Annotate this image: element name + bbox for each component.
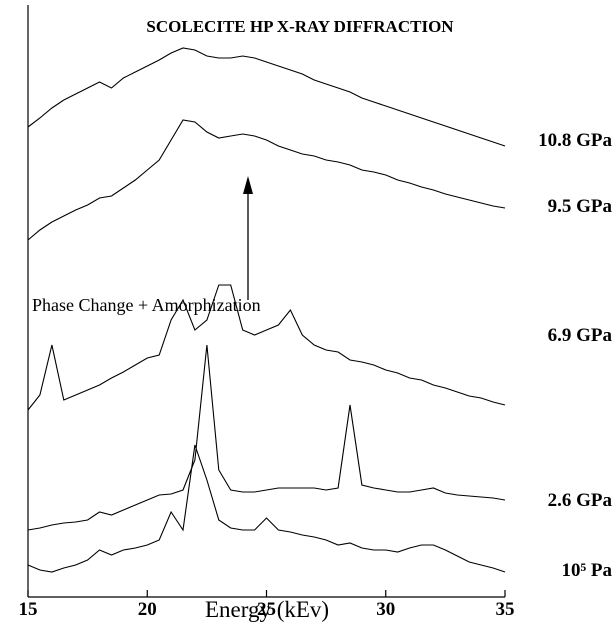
- annotation: Phase Change + Amorphization: [32, 295, 261, 315]
- x-tick-label: 15: [19, 599, 38, 620]
- series-label: 2.6 GPa: [548, 490, 613, 511]
- series-label: 6.9 GPa: [548, 325, 613, 346]
- spectrum: [27, 47, 506, 147]
- x-tick-label: 25: [257, 599, 276, 620]
- series-label: 9.5 GPa: [548, 196, 613, 217]
- x-tick-label: 20: [138, 599, 157, 620]
- series-label: 10⁵ Pa: [561, 560, 612, 581]
- spectrum: [27, 444, 506, 573]
- spectrum: [27, 344, 506, 531]
- x-tick-label: 35: [496, 599, 515, 620]
- spectrum: [27, 119, 506, 241]
- arrow-head: [243, 176, 253, 194]
- x-axis-label: Energy (kEv): [205, 597, 329, 622]
- series-label: 10.8 GPa: [538, 130, 612, 151]
- x-tick-label: 30: [376, 599, 395, 620]
- spectrum: [27, 284, 506, 411]
- chart-title: SCOLECITE HP X-RAY DIFFRACTION: [146, 17, 454, 36]
